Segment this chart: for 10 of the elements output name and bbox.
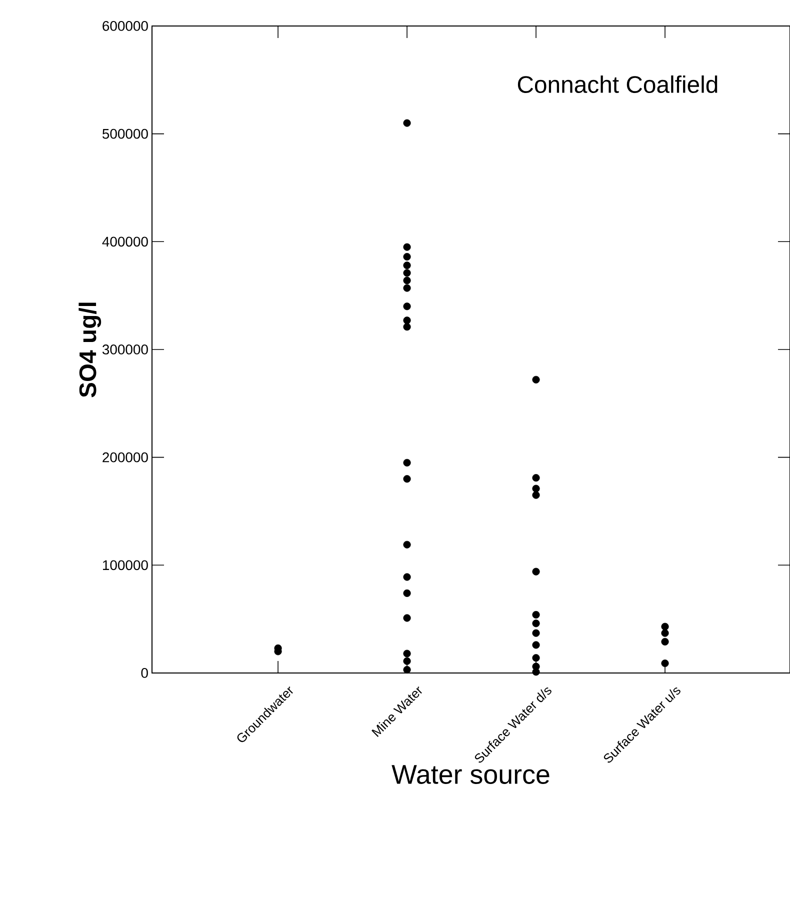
y-tick-label: 100000	[103, 560, 148, 570]
y-axis-title: SO4 ug/l	[78, 302, 102, 398]
y-tick-label: 500000	[102, 128, 148, 139]
y-tick-label: 400000	[102, 236, 148, 247]
x-axis-title: Water source	[392, 765, 550, 784]
y-tick-label: 600000	[102, 21, 148, 31]
y-tick-label: 300000	[102, 344, 148, 354]
y-tick-label: 200000	[102, 452, 148, 462]
text: Connacht Coalfield	[518, 75, 718, 93]
y-tick-label: 0	[141, 668, 148, 678]
